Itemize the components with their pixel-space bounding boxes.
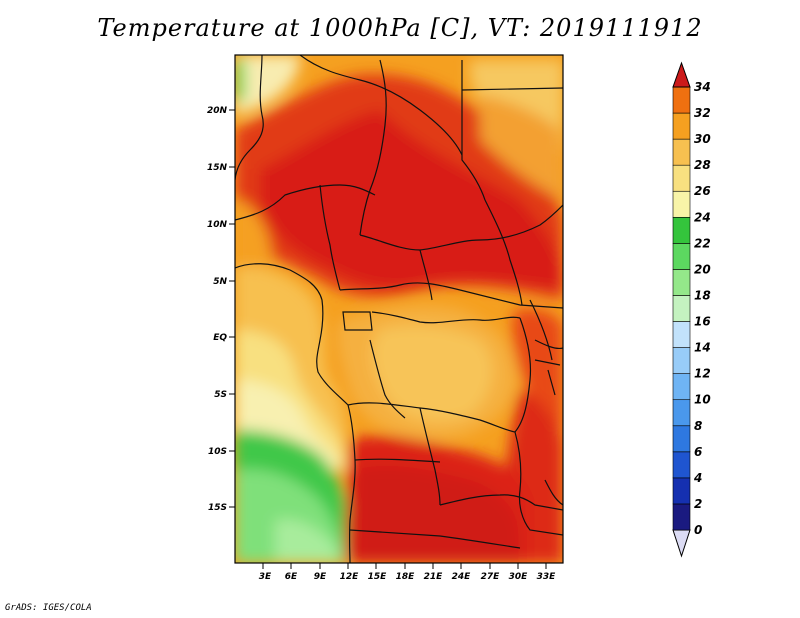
- lat-label-5n: 5N: [213, 277, 227, 287]
- lat-label-eq: EQ: [213, 333, 227, 343]
- map-frame: [234, 54, 564, 564]
- colorbar-level-label: 12: [694, 367, 711, 381]
- latitude-axis: 20N 15N 10N 5N EQ 5S 10S 15S: [207, 106, 235, 513]
- colorbar-level-label: 2: [694, 497, 702, 511]
- country-borders: [235, 55, 563, 563]
- colorbar-level-label: 16: [694, 315, 711, 329]
- colorbar-level-label: 24: [694, 210, 711, 224]
- colorbar-level-label: 6: [694, 445, 702, 459]
- colorbar-swatch: [672, 295, 691, 322]
- colorbar-swatch: [672, 503, 691, 531]
- lat-label-5s: 5S: [214, 390, 227, 400]
- colorbar-swatch: [672, 451, 691, 479]
- colorbar-level-label: 0: [694, 523, 702, 537]
- colorbar-swatch: [672, 269, 691, 296]
- colorbar-swatch: [672, 425, 691, 453]
- lat-label-15n: 15N: [207, 163, 228, 173]
- lon-label-6e: 6E: [285, 572, 298, 582]
- colorbar-swatch: [672, 138, 691, 166]
- colorbar-level-label: 10: [694, 393, 711, 407]
- colorbar-level-label: 26: [694, 184, 711, 198]
- lon-label-9e: 9E: [314, 572, 327, 582]
- colorbar-swatch: [672, 243, 691, 270]
- lat-label-15s: 15S: [208, 503, 227, 513]
- lon-label-30e: 30E: [509, 572, 529, 582]
- colorbar-swatch: [672, 112, 691, 140]
- colorbar-swatch: [672, 477, 691, 505]
- colorbar-swatch: [672, 86, 691, 114]
- colorbar-level-label: 22: [694, 236, 711, 250]
- colorbar-swatch: [672, 216, 691, 244]
- lon-label-12e: 12E: [340, 572, 360, 582]
- colorbar-level-label: 14: [694, 341, 711, 355]
- lon-label-18e: 18E: [396, 572, 416, 582]
- colorbar-level-label: 20: [694, 262, 711, 276]
- lat-label-20n: 20N: [207, 106, 228, 116]
- colorbar-level-label: 4: [693, 471, 702, 485]
- grads-credit: GrADS: IGES/COLA: [5, 603, 92, 613]
- colorbar-swatch: [672, 399, 691, 427]
- lon-label-33e: 33E: [537, 572, 557, 582]
- lat-label-10s: 10S: [208, 447, 227, 457]
- lat-label-10n: 10N: [207, 220, 228, 230]
- colorbar-level-label: 18: [694, 288, 711, 302]
- colorbar-swatch: [672, 373, 691, 401]
- colorbar-swatch: [672, 164, 691, 192]
- colorbar-swatch: [672, 190, 691, 218]
- map-title: Temperature at 1000hPa [C], VT: 20191119…: [97, 14, 703, 42]
- lon-label-24e: 24E: [452, 572, 472, 582]
- colorbar-swatch: [672, 321, 691, 348]
- lon-label-3e: 3E: [259, 572, 272, 582]
- lon-label-15e: 15E: [368, 572, 388, 582]
- colorbar-level-label: 28: [694, 158, 711, 172]
- colorbar-level-label: 34: [694, 80, 711, 94]
- colorbar-level-label: 8: [694, 419, 702, 433]
- colorbar-level-label: 32: [694, 106, 711, 120]
- colorbar-above-triangle: [672, 61, 691, 88]
- colorbar-below-triangle: [672, 529, 691, 558]
- temperature-field: [235, 55, 563, 563]
- lon-label-27e: 27E: [481, 572, 501, 582]
- lon-label-21e: 21E: [424, 572, 444, 582]
- colorbar-swatch: [672, 347, 691, 374]
- longitude-axis: 3E 6E 9E 12E 15E 18E 21E 24E 27E 30E 33E: [259, 563, 556, 582]
- colorbar-level-label: 30: [694, 132, 711, 146]
